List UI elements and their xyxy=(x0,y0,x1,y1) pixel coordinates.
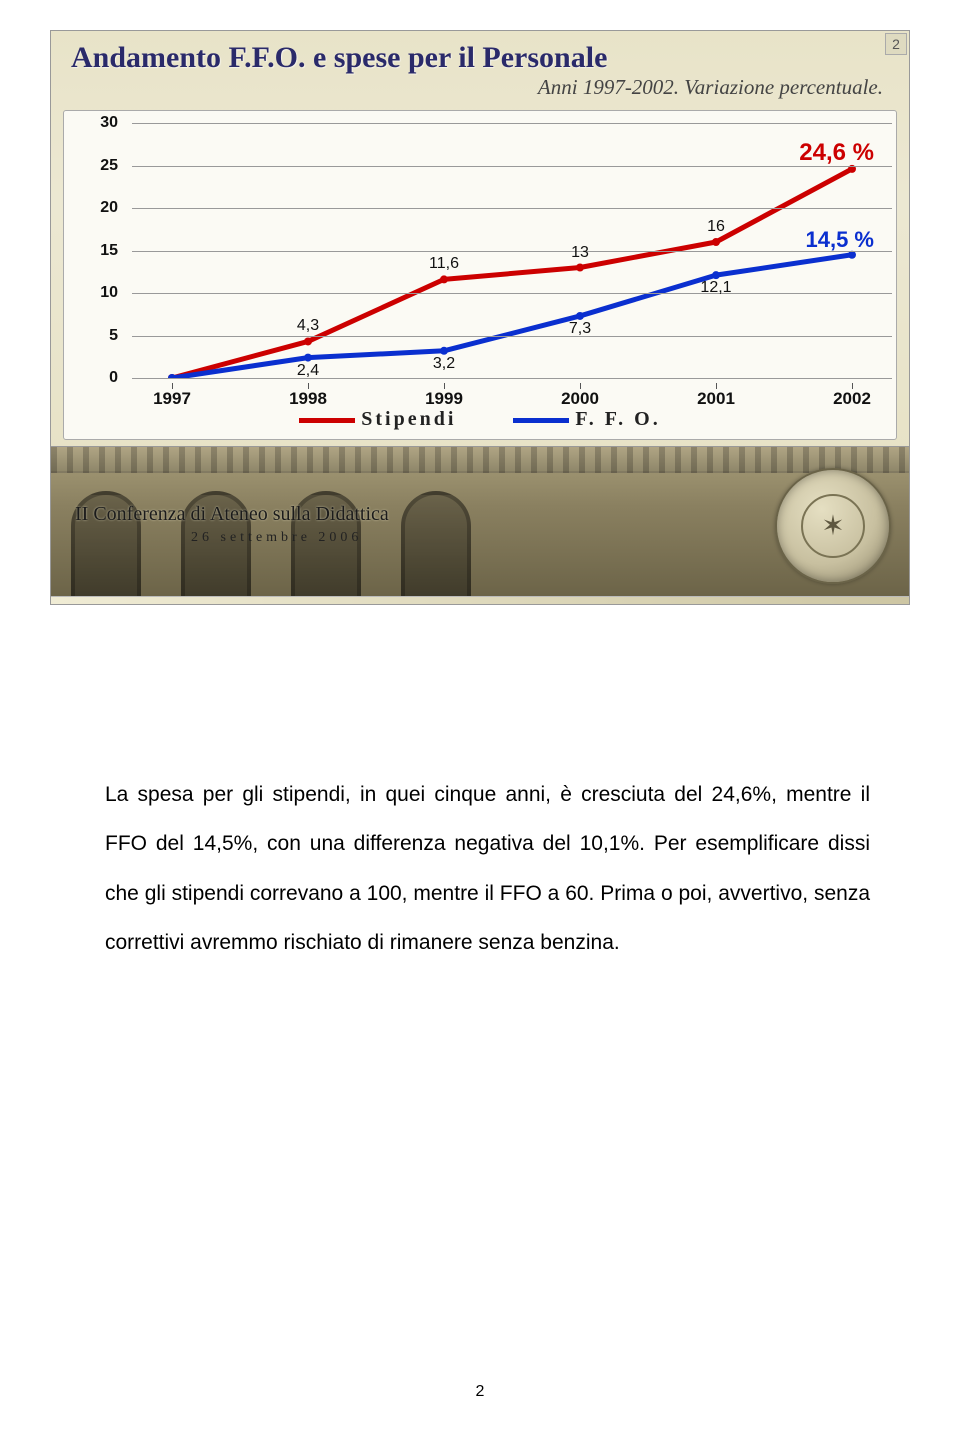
gridline xyxy=(132,251,892,252)
y-tick-label: 30 xyxy=(78,114,118,132)
chart-plot: 0510152025301997199819992000200120024,31… xyxy=(132,123,892,378)
gridline xyxy=(132,336,892,337)
body-paragraph: La spesa per gli stipendi, in quei cinqu… xyxy=(105,770,870,967)
gridline xyxy=(132,166,892,167)
callout-ffo: 14,5 % xyxy=(806,227,875,253)
value-label-stipendi: 16 xyxy=(707,218,725,236)
value-label-ffo: 3,2 xyxy=(433,355,455,373)
y-tick-label: 20 xyxy=(78,199,118,217)
legend-swatch-stipendi xyxy=(299,418,355,423)
legend-label-ffo: F. F. O. xyxy=(575,408,660,430)
slide-background-photo: II Conferenza di Ateneo sulla Didattica … xyxy=(51,446,909,596)
value-label-stipendi: 4,3 xyxy=(297,317,319,335)
value-label-stipendi: 11,6 xyxy=(429,255,459,273)
value-label-ffo: 12,1 xyxy=(700,279,731,297)
callout-stipendi: 24,6 % xyxy=(799,139,874,167)
slide-header: Andamento F.F.O. e spese per il Personal… xyxy=(51,31,909,104)
seal-inner-icon: ✶ xyxy=(801,494,865,558)
value-label-stipendi: 13 xyxy=(571,244,589,262)
y-tick-label: 10 xyxy=(78,284,118,302)
gridline xyxy=(132,293,892,294)
slide-subtitle: Anni 1997-2002. Variazione percentuale. xyxy=(71,75,889,100)
y-tick-label: 15 xyxy=(78,242,118,260)
legend-label-stipendi: Stipendi xyxy=(361,408,456,430)
balustrade-decoration xyxy=(51,447,909,473)
gridline xyxy=(132,123,892,124)
chart-area: 0 5 10 15 20 25 30 1997 1998 1999 2000 2001 2002 4,3 1… xyxy=(63,110,897,440)
x-tick-label: 2001 xyxy=(697,389,735,409)
y-tick-label: 0 xyxy=(78,369,118,387)
legend-item-ffo: F. F. O. xyxy=(513,408,660,431)
university-seal-icon: ✶ xyxy=(775,468,891,584)
x-tick-label: 1999 xyxy=(425,389,463,409)
x-tick-label: 1997 xyxy=(153,389,191,409)
value-label-ffo: 2,4 xyxy=(297,362,319,380)
x-tick-label: 1998 xyxy=(289,389,327,409)
legend-swatch-ffo xyxy=(513,418,569,423)
gridline xyxy=(132,378,892,379)
slide-bottom-bar xyxy=(51,596,909,604)
page-number: 2 xyxy=(0,1383,960,1401)
x-tick-label: 2000 xyxy=(561,389,599,409)
x-tick-label: 2002 xyxy=(833,389,871,409)
y-tick-label: 25 xyxy=(78,157,118,175)
slide-container: 2 Andamento F.F.O. e spese per il Person… xyxy=(50,30,910,605)
slide-title: Andamento F.F.O. e spese per il Personal… xyxy=(71,41,889,75)
y-tick-label: 5 xyxy=(78,327,118,345)
legend-item-stipendi: Stipendi xyxy=(299,408,456,431)
gridline xyxy=(132,208,892,209)
chart-legend: Stipendi F. F. O. xyxy=(64,408,896,431)
slide-footer-date: 26 settembre 2006 xyxy=(191,530,362,546)
value-label-ffo: 7,3 xyxy=(569,320,591,338)
slide-footer-title: II Conferenza di Ateneo sulla Didattica xyxy=(75,503,389,526)
arch-decoration xyxy=(401,491,471,596)
